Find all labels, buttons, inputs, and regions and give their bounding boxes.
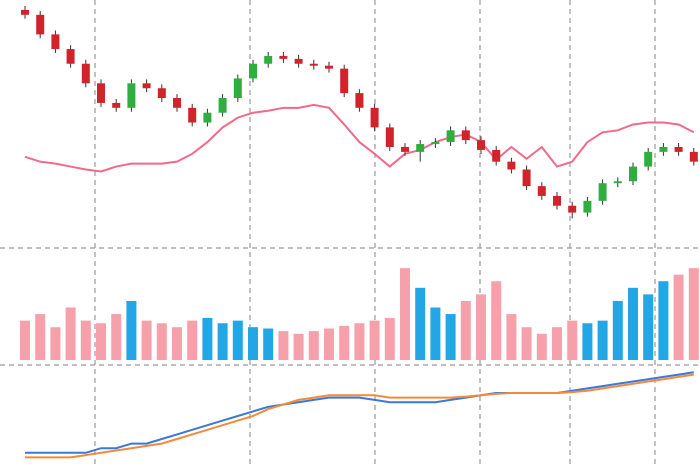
- candle-body: [659, 146, 668, 152]
- volume-bar: [263, 328, 274, 360]
- candle-body: [233, 78, 242, 99]
- volume-bar: [80, 320, 91, 360]
- volume-bar: [354, 323, 365, 360]
- volume-bar: [612, 300, 623, 360]
- candle-body: [477, 140, 485, 150]
- candle-body: [568, 205, 577, 213]
- candle-body: [36, 14, 45, 35]
- volume-bar: [582, 323, 593, 360]
- volume-bar: [476, 294, 486, 360]
- volume-bar: [35, 314, 46, 360]
- candle-body: [188, 107, 197, 123]
- candle-body: [127, 83, 136, 108]
- candle-body: [112, 102, 121, 108]
- volume-bar: [567, 320, 578, 360]
- volume-bar: [628, 287, 638, 360]
- volume-bar: [673, 274, 684, 360]
- volume-bar: [369, 320, 380, 360]
- candle-body: [142, 83, 151, 89]
- candle-body: [249, 63, 257, 79]
- volume-bar: [126, 300, 137, 360]
- volume-bar: [96, 323, 106, 360]
- candle-body: [279, 55, 288, 59]
- candle-body: [613, 181, 622, 184]
- candle-body: [340, 68, 349, 94]
- volume-bar: [20, 320, 30, 360]
- volume-bar: [324, 328, 334, 360]
- candle-body: [203, 112, 212, 123]
- candle-body: [385, 127, 394, 147]
- candle-body: [173, 98, 181, 108]
- candle-body: [492, 149, 501, 162]
- volume-bar: [597, 320, 608, 360]
- volume-bar: [172, 327, 182, 360]
- candle-body: [309, 63, 318, 66]
- candle-body: [689, 151, 698, 162]
- candle-body: [51, 34, 60, 50]
- candle-body: [294, 58, 303, 64]
- candle-body: [461, 130, 470, 141]
- candle-body: [264, 55, 273, 64]
- candle-body: [157, 88, 166, 99]
- candle-body: [401, 146, 409, 152]
- volume-bar: [217, 323, 228, 360]
- volume-bar: [688, 268, 699, 360]
- volume-bar: [552, 327, 562, 360]
- volume-bar: [536, 333, 547, 360]
- volume-bar: [65, 307, 76, 360]
- volume-bar: [658, 281, 669, 360]
- volume-bar: [308, 331, 319, 360]
- volume-bar: [187, 320, 198, 360]
- candle-body: [507, 161, 516, 170]
- candle-body: [674, 146, 683, 152]
- volume-bar: [50, 327, 61, 360]
- volume-bar: [339, 325, 350, 360]
- volume-bar: [521, 327, 532, 360]
- candle-body: [644, 151, 653, 167]
- candle-body: [66, 49, 75, 64]
- volume-bar: [141, 320, 152, 360]
- volume-bar: [460, 300, 471, 360]
- volume-bar: [445, 314, 456, 360]
- candle-body: [522, 169, 531, 187]
- candle-body: [81, 63, 90, 84]
- candle-body: [97, 83, 105, 103]
- candle-body: [431, 142, 440, 145]
- volume-bar: [506, 314, 517, 360]
- indicator-line: [25, 373, 694, 459]
- volume-bar: [430, 307, 441, 360]
- candle-body: [325, 65, 333, 69]
- moving-average-line: [24, 103, 695, 173]
- candle-body: [21, 9, 29, 15]
- volume-bar: [156, 323, 167, 360]
- candle-body: [629, 166, 637, 182]
- volume-bar: [111, 314, 122, 360]
- volume-bar: [643, 294, 654, 360]
- candle-body: [583, 200, 592, 213]
- volume-bar: [400, 268, 410, 360]
- volume-bar: [202, 318, 213, 360]
- candle-body: [537, 186, 546, 196]
- volume-bar: [415, 287, 426, 360]
- volume-bar: [384, 318, 395, 360]
- candle-body: [416, 144, 425, 152]
- volume-bar: [278, 331, 289, 360]
- volume-bar: [491, 281, 502, 360]
- candle-body: [370, 107, 379, 128]
- volume-bar: [248, 327, 258, 360]
- volume-bar: [232, 320, 243, 360]
- candle-body: [218, 98, 227, 113]
- candle-body: [446, 130, 455, 143]
- indicator-line: [25, 371, 694, 454]
- candle-body: [355, 93, 364, 108]
- volume-bar: [293, 333, 304, 360]
- candle-body: [598, 183, 607, 201]
- candle-body: [553, 195, 561, 206]
